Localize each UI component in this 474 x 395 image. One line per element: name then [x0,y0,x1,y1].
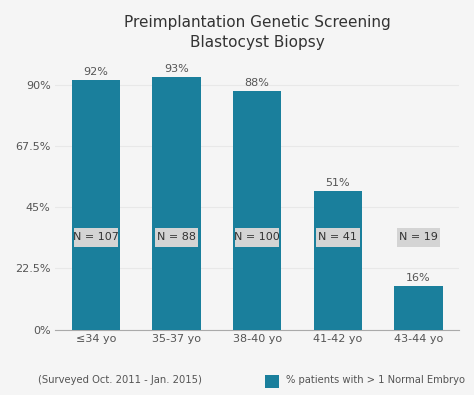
Bar [72,80,120,329]
Text: 16%: 16% [406,273,431,283]
Text: N = 19: N = 19 [399,232,438,242]
Text: N = 100: N = 100 [234,232,280,242]
FancyBboxPatch shape [155,228,198,247]
Text: N = 107: N = 107 [73,232,118,242]
Text: % patients with > 1 Normal Embryo: % patients with > 1 Normal Embryo [286,375,465,385]
Bar [233,90,282,329]
Text: 92%: 92% [83,67,108,77]
Text: (Surveyed Oct. 2011 - Jan. 2015): (Surveyed Oct. 2011 - Jan. 2015) [38,375,202,385]
Bar [314,191,362,329]
FancyBboxPatch shape [397,228,440,247]
Text: 93%: 93% [164,64,189,74]
Text: 88%: 88% [245,78,270,88]
Text: N = 41: N = 41 [319,232,357,242]
FancyBboxPatch shape [74,228,118,247]
FancyBboxPatch shape [236,228,279,247]
Bar [152,77,201,329]
Bar [394,286,443,329]
Title: Preimplantation Genetic Screening
Blastocyst Biopsy: Preimplantation Genetic Screening Blasto… [124,15,391,50]
FancyBboxPatch shape [316,228,360,247]
Text: N = 88: N = 88 [157,232,196,242]
Text: 51%: 51% [326,178,350,188]
